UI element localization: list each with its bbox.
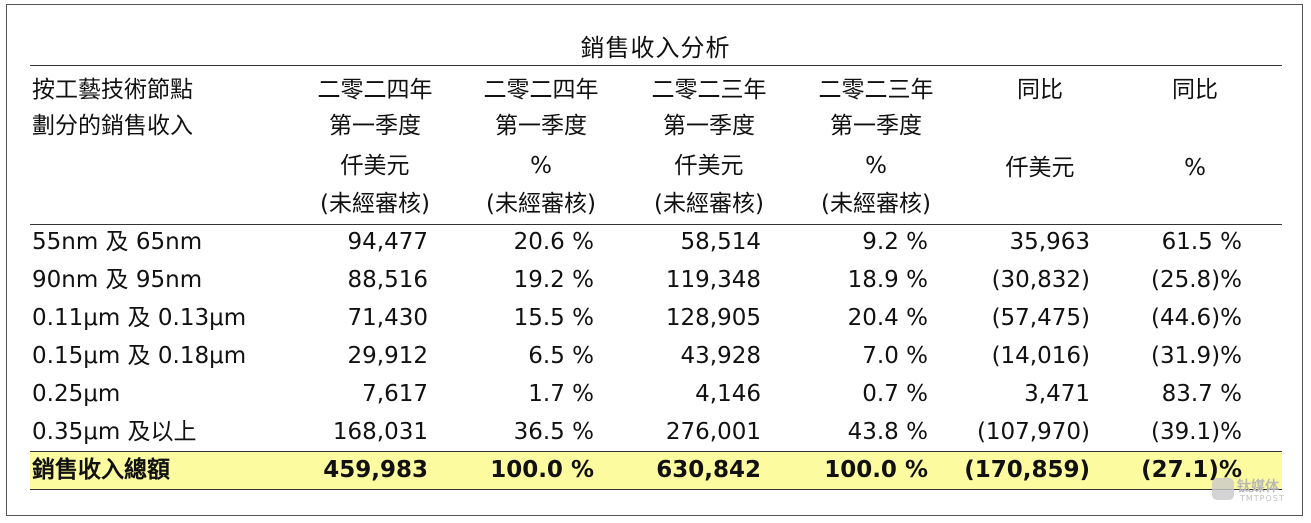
column-header-4-line-4: (未經審核) — [821, 191, 931, 217]
total-row-cell: 630,842 — [656, 457, 761, 483]
table-row-3-cell: (44.6)% — [1150, 305, 1242, 331]
column-header-4-line-2: 第一季度 — [830, 113, 922, 139]
table-row-4-label: 0.15μm 及 0.18μm — [32, 343, 247, 369]
total-row-cell: 100.0 % — [824, 457, 928, 483]
table-row-1-cell: 94,477 — [347, 229, 428, 255]
column-header-5-line-1: 同比 — [1017, 77, 1063, 103]
table-row-6-cell: 36.5 % — [513, 419, 594, 445]
table-row-1-cell: 58,514 — [680, 229, 761, 255]
total-row-cell: (170,859) — [964, 457, 1090, 483]
table-row-5-cell: 83.7 % — [1161, 381, 1242, 407]
total-row-cell: 459,983 — [323, 457, 428, 483]
column-header-3-line-1: 二零二三年 — [651, 77, 767, 103]
table-row-6-cell: 276,001 — [665, 419, 761, 445]
table-row-1-label: 55nm 及 65nm — [32, 229, 203, 255]
column-header-2-line-1: 二零二四年 — [483, 77, 599, 103]
column-header-3-line-4: (未經審核) — [654, 191, 764, 217]
table-row-6-cell: (39.1)% — [1150, 419, 1242, 445]
table-row-1-cell: 35,963 — [1009, 229, 1090, 255]
table-row-2-cell: 18.9 % — [847, 267, 928, 293]
table-row-2-label: 90nm 及 95nm — [32, 267, 203, 293]
table-row-2-cell: 88,516 — [347, 267, 428, 293]
table-row-3-label: 0.11μm 及 0.13μm — [32, 305, 247, 331]
watermark-subtext: TMTPOST — [1240, 494, 1285, 503]
table-row-6-cell: 43.8 % — [847, 419, 928, 445]
table-row-4-cell: (14,016) — [991, 343, 1090, 369]
table-row-5-cell: 7,617 — [362, 381, 428, 407]
table-row-6-cell: 168,031 — [332, 419, 428, 445]
table-row-3-cell: 20.4 % — [847, 305, 928, 331]
total-row-cell: 100.0 % — [490, 457, 594, 483]
column-header-1-line-4: (未經審核) — [320, 191, 430, 217]
header-row-label-line1: 按工藝技術節點 — [32, 77, 193, 103]
table-row-5-cell: 3,471 — [1024, 381, 1090, 407]
column-header-6-line-1: 同比 — [1172, 77, 1218, 103]
table-row-3-cell: (57,475) — [991, 305, 1090, 331]
table-row-4-cell: 6.5 % — [528, 343, 594, 369]
header-row-label-line2: 劃分的銷售收入 — [32, 113, 193, 139]
column-header-4-line-3: % — [865, 153, 887, 179]
table-row-5-cell: 0.7 % — [862, 381, 928, 407]
table-row-3-cell: 71,430 — [347, 305, 428, 331]
table-row-4-cell: (31.9)% — [1150, 343, 1242, 369]
column-header-6-line-3: % — [1184, 155, 1206, 181]
table-row-1-cell: 9.2 % — [862, 229, 928, 255]
table-row-4-cell: 7.0 % — [862, 343, 928, 369]
table-row-2-cell: 19.2 % — [513, 267, 594, 293]
tmtpost-logo-icon — [1212, 478, 1234, 500]
table-row-6-label: 0.35μm 及以上 — [32, 419, 197, 445]
table-row-1-cell: 61.5 % — [1161, 229, 1242, 255]
column-header-1-line-1: 二零二四年 — [317, 77, 433, 103]
table-row-2-cell: 119,348 — [665, 267, 761, 293]
column-header-3-line-2: 第一季度 — [663, 113, 755, 139]
table-row-3-cell: 15.5 % — [513, 305, 594, 331]
watermark-text: 钛媒体 — [1237, 479, 1279, 495]
table-row-4-cell: 29,912 — [347, 343, 428, 369]
column-header-3-line-3: 仟美元 — [674, 153, 744, 179]
table-row-4-cell: 43,928 — [680, 343, 761, 369]
column-header-1-line-2: 第一季度 — [329, 113, 421, 139]
total-bottom-rule — [30, 489, 1282, 490]
table-row-5-cell: 4,146 — [695, 381, 761, 407]
total-row-label: 銷售收入總額 — [32, 457, 170, 483]
column-header-2-line-4: (未經審核) — [486, 191, 596, 217]
table-row-2-cell: (30,832) — [991, 267, 1090, 293]
table-row-6-cell: (107,970) — [976, 419, 1090, 445]
column-header-2-line-2: 第一季度 — [495, 113, 587, 139]
document-frame — [6, 4, 1303, 516]
total-top-rule — [30, 451, 1282, 452]
header-rule — [30, 224, 1282, 225]
table-title: 銷售收入分析 — [580, 34, 731, 62]
table-row-5-cell: 1.7 % — [528, 381, 594, 407]
table-row-5-label: 0.25μm — [32, 381, 121, 407]
column-header-4-line-1: 二零二三年 — [818, 77, 934, 103]
table-row-1-cell: 20.6 % — [513, 229, 594, 255]
total-row-highlight — [30, 451, 1282, 489]
column-header-1-line-3: 仟美元 — [340, 153, 410, 179]
column-header-5-line-3: 仟美元 — [1005, 155, 1075, 181]
table-row-2-cell: (25.8)% — [1150, 267, 1242, 293]
title-rule — [30, 65, 1282, 66]
column-header-2-line-3: % — [530, 153, 552, 179]
table-row-3-cell: 128,905 — [665, 305, 761, 331]
